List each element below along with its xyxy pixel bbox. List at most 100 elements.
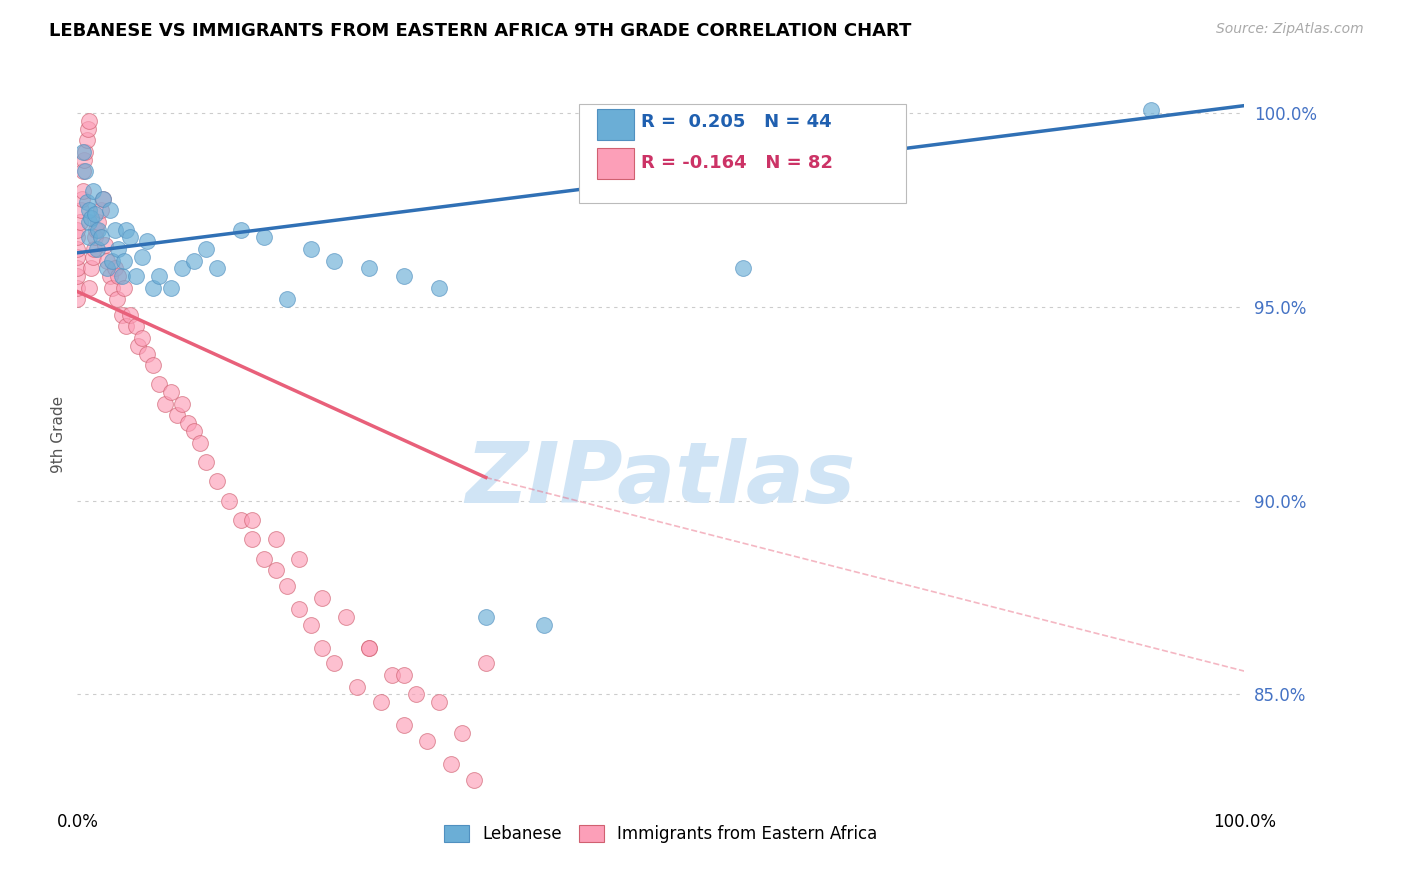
Point bbox=[98, 268, 121, 283]
Point bbox=[77, 203, 100, 218]
Point bbox=[148, 268, 170, 283]
Point bbox=[127, 339, 149, 353]
Point bbox=[107, 268, 129, 283]
Point bbox=[1140, 103, 1163, 117]
Point bbox=[76, 134, 98, 148]
Point bbox=[229, 222, 252, 236]
Point bbox=[264, 533, 287, 547]
Point bbox=[98, 203, 121, 218]
Point bbox=[77, 281, 100, 295]
Point bbox=[77, 114, 100, 128]
Point bbox=[392, 668, 415, 682]
Point bbox=[311, 640, 333, 655]
Point bbox=[153, 397, 176, 411]
Point bbox=[80, 211, 103, 225]
Point bbox=[183, 424, 205, 438]
Point bbox=[346, 680, 368, 694]
Point bbox=[194, 242, 217, 256]
Point bbox=[242, 513, 264, 527]
Point bbox=[124, 268, 148, 283]
Point bbox=[229, 513, 252, 527]
Point bbox=[194, 455, 217, 469]
Point bbox=[381, 668, 404, 682]
Point bbox=[392, 268, 415, 283]
Point bbox=[357, 261, 380, 276]
Point bbox=[72, 145, 94, 160]
Point bbox=[142, 281, 165, 295]
Point bbox=[299, 617, 322, 632]
Point bbox=[311, 591, 333, 605]
Point bbox=[136, 346, 159, 360]
Point bbox=[335, 610, 357, 624]
Point bbox=[101, 281, 124, 295]
Point bbox=[253, 551, 276, 566]
Point bbox=[66, 222, 89, 236]
Point bbox=[172, 397, 194, 411]
Point bbox=[76, 121, 98, 136]
Point bbox=[84, 222, 107, 236]
Point bbox=[82, 184, 104, 198]
Point bbox=[77, 215, 100, 229]
Point bbox=[183, 253, 205, 268]
Point bbox=[131, 250, 153, 264]
Point bbox=[69, 215, 91, 229]
Point bbox=[75, 145, 97, 160]
Y-axis label: 9th Grade: 9th Grade bbox=[51, 396, 66, 474]
Point bbox=[72, 164, 94, 178]
Point bbox=[96, 253, 118, 268]
Point bbox=[66, 261, 89, 276]
Point bbox=[87, 215, 110, 229]
Point bbox=[427, 695, 450, 709]
Text: R = -0.164   N = 82: R = -0.164 N = 82 bbox=[641, 153, 832, 171]
Point bbox=[159, 385, 181, 400]
Point bbox=[188, 435, 211, 450]
Point bbox=[357, 640, 380, 655]
Point bbox=[142, 358, 165, 372]
Point bbox=[115, 319, 138, 334]
Point bbox=[440, 757, 463, 772]
Point bbox=[370, 695, 392, 709]
Point bbox=[87, 222, 110, 236]
Point bbox=[66, 268, 89, 283]
Point bbox=[731, 261, 754, 276]
FancyBboxPatch shape bbox=[596, 148, 634, 178]
Point bbox=[112, 281, 135, 295]
Point bbox=[357, 640, 380, 655]
Point bbox=[172, 261, 194, 276]
Point bbox=[207, 261, 229, 276]
Point bbox=[101, 253, 124, 268]
Point bbox=[94, 238, 117, 252]
Point bbox=[323, 657, 346, 671]
Point bbox=[83, 230, 105, 244]
Point bbox=[207, 475, 229, 489]
Point bbox=[118, 230, 141, 244]
Point bbox=[76, 195, 98, 210]
Point bbox=[90, 203, 112, 218]
Point bbox=[474, 610, 498, 624]
Point bbox=[242, 533, 264, 547]
Legend: Lebanese, Immigrants from Eastern Africa: Lebanese, Immigrants from Eastern Africa bbox=[437, 818, 884, 850]
Point bbox=[66, 250, 89, 264]
Point bbox=[451, 726, 474, 740]
Point bbox=[90, 230, 112, 244]
Point bbox=[427, 281, 450, 295]
Point bbox=[474, 657, 498, 671]
Point bbox=[66, 293, 89, 307]
Point bbox=[218, 493, 240, 508]
Point bbox=[83, 242, 105, 256]
Point bbox=[276, 579, 298, 593]
Point bbox=[392, 718, 415, 732]
Point bbox=[66, 242, 89, 256]
Point bbox=[80, 261, 103, 276]
Point bbox=[118, 308, 141, 322]
Point bbox=[77, 230, 100, 244]
Point bbox=[70, 192, 93, 206]
Text: LEBANESE VS IMMIGRANTS FROM EASTERN AFRICA 9TH GRADE CORRELATION CHART: LEBANESE VS IMMIGRANTS FROM EASTERN AFRI… bbox=[49, 22, 911, 40]
Point bbox=[115, 222, 138, 236]
Point bbox=[131, 331, 153, 345]
Point bbox=[107, 242, 129, 256]
Point bbox=[405, 687, 427, 701]
Point bbox=[253, 230, 276, 244]
Point bbox=[463, 772, 485, 787]
FancyBboxPatch shape bbox=[579, 103, 905, 203]
